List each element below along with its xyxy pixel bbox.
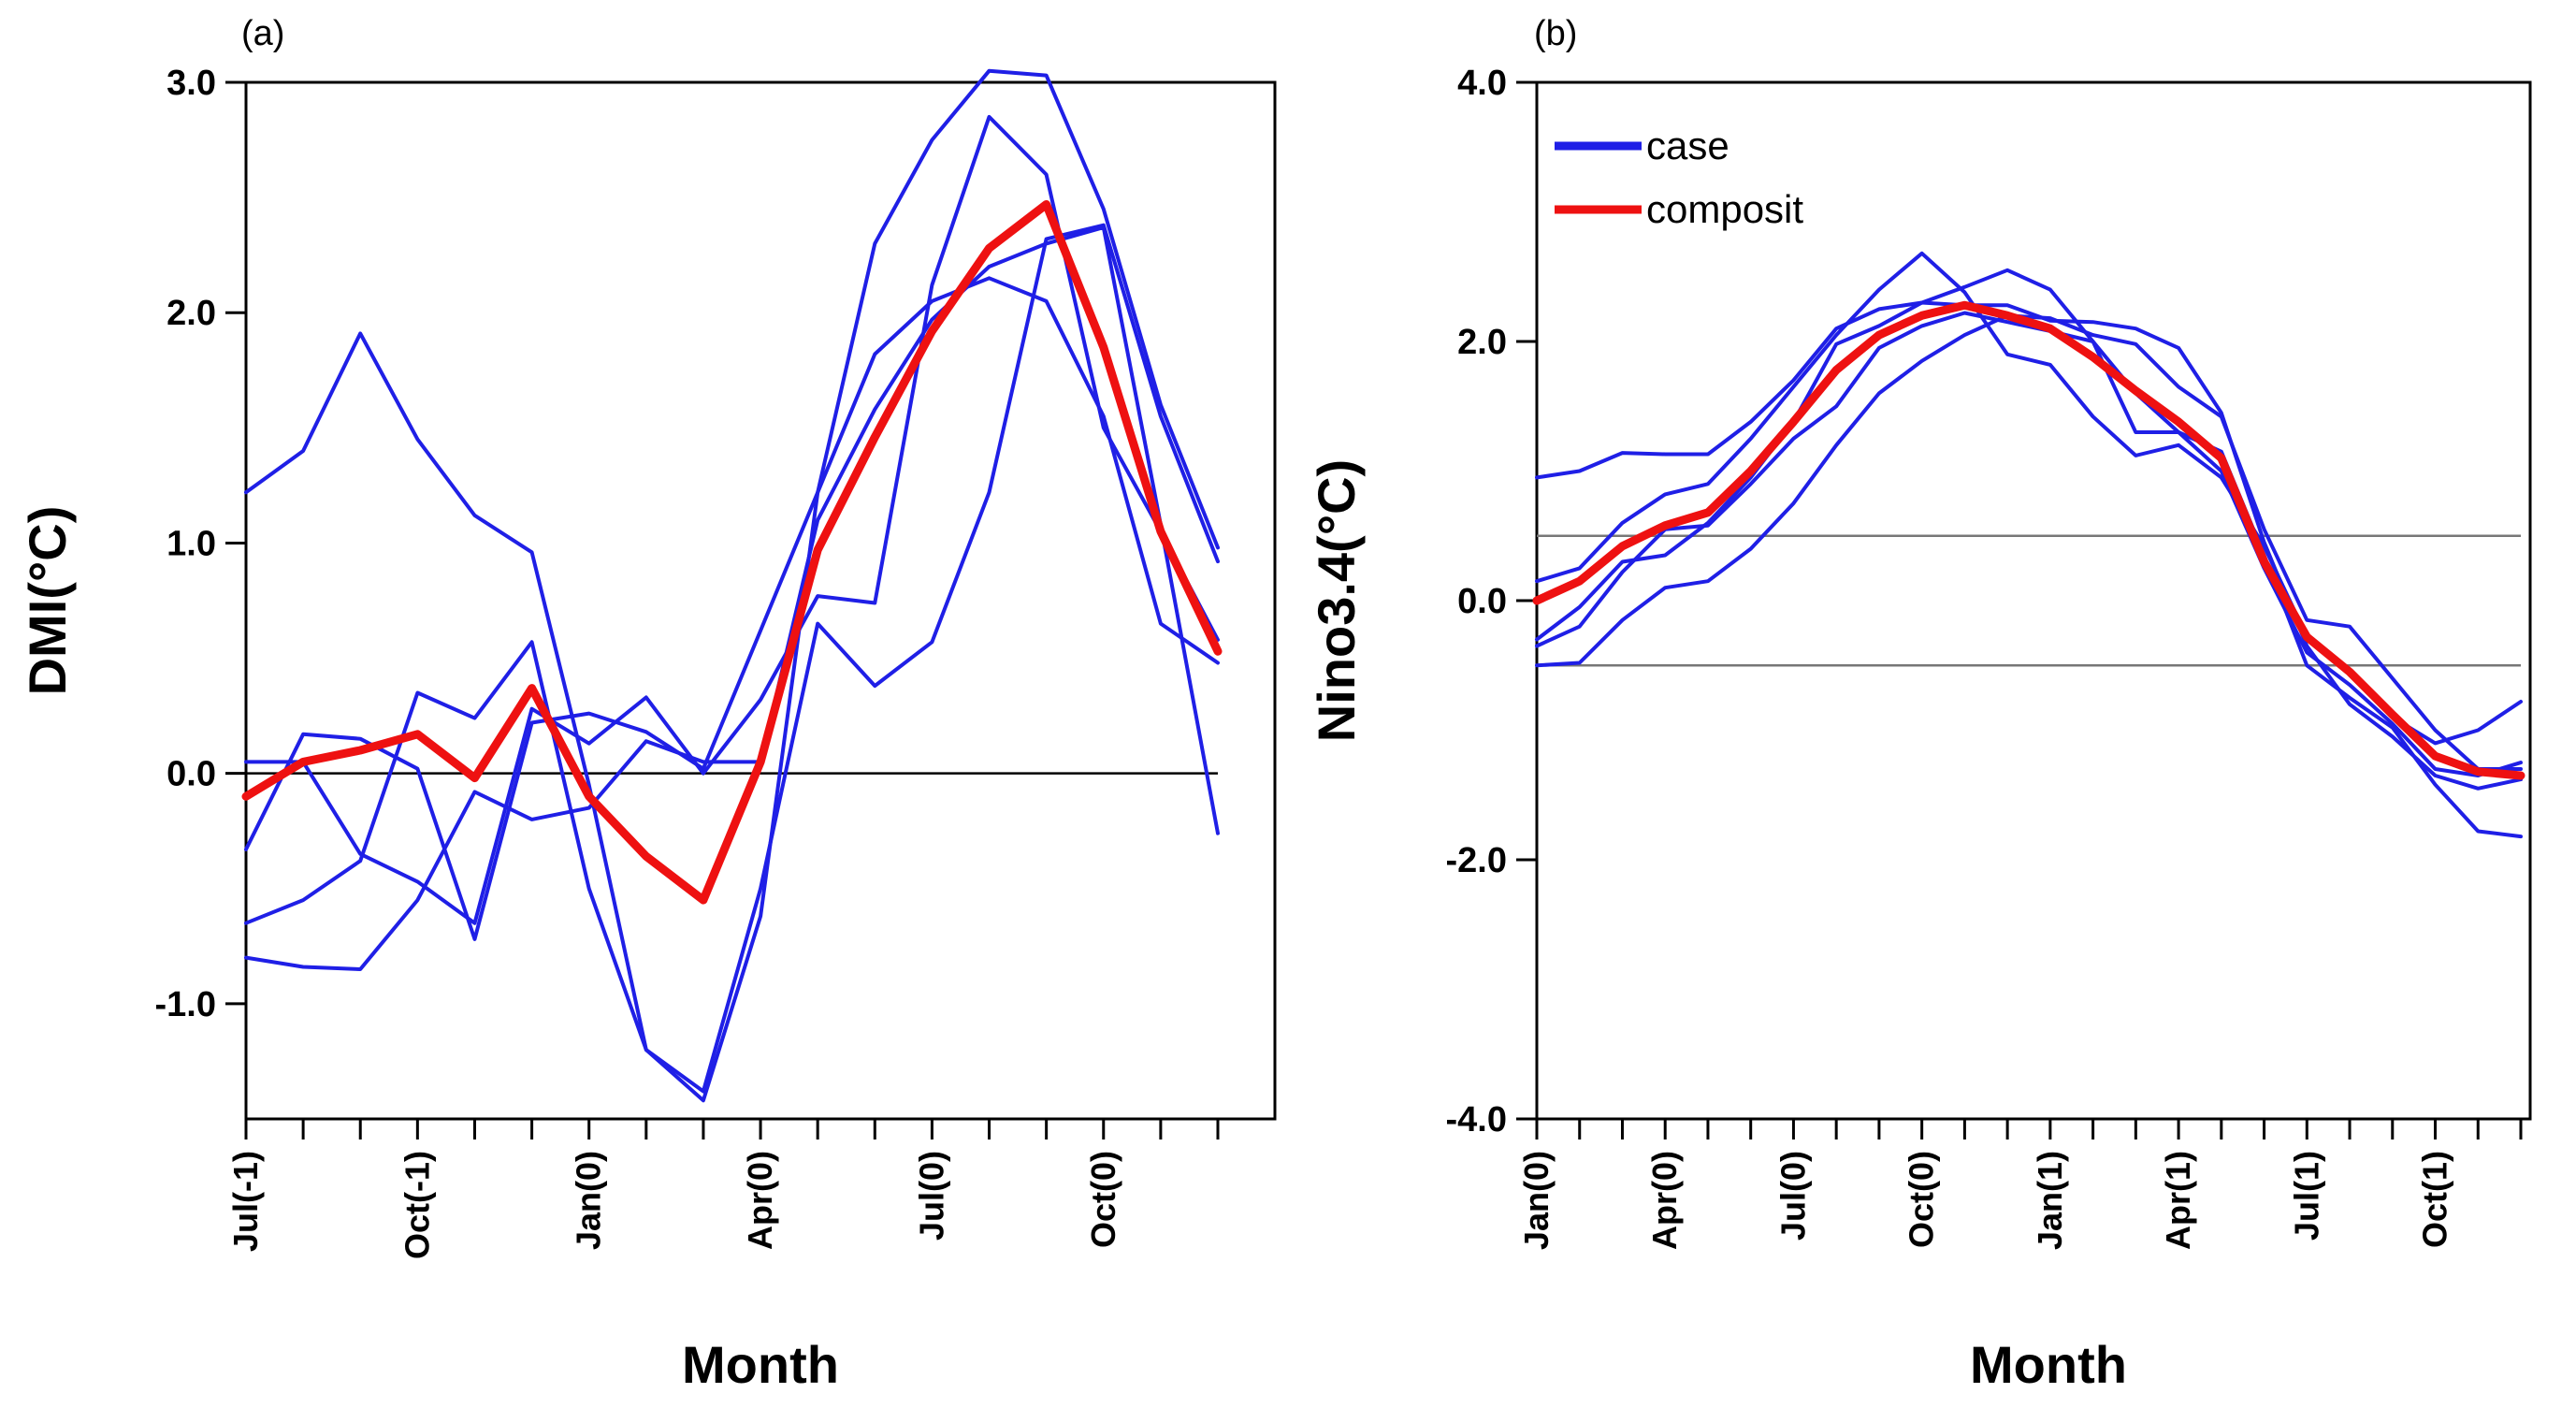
panel-b-label: (b) [1534,14,1577,53]
panel-b-ylabel: Nino3.4(°C) [1307,459,1366,742]
panel-a-ytick-label: 2.0 [166,294,216,333]
panel-b-xtick-label: Oct(1) [2416,1151,2454,1248]
legend: case composit [1555,123,1803,231]
panel-b-x-axis: Jan(0) Apr(0) Jul(0) Oct(0) Jan(1) Apr(1) Jul(… [1517,1119,2523,1250]
panel-b-case-line-4 [1535,313,2523,771]
panel-b-case-line-3 [1535,268,2523,777]
legend-composit-label: composit [1646,187,1803,231]
panel-b-composite-line [1532,300,2525,780]
panel-b-series-group [1532,251,2525,839]
panel-a-label: (a) [241,14,284,53]
panel-b-case-line-5 [1535,311,2523,839]
panel-a-case-line-3 [244,114,1220,925]
panel-a-xtick-label: Jul(-1) [226,1151,265,1252]
panel-b-xtick-label: Jul(0) [1773,1151,1812,1241]
panel-a-xlabel: Month [682,1335,839,1394]
panel-a-ylabel: DMI(°C) [18,506,77,696]
panel-b-xtick-label: Jan(1) [2031,1151,2069,1250]
panel-b-xlabel: Month [1970,1335,2127,1394]
panel-b-xtick-label: Jan(0) [1517,1151,1556,1250]
panel-b-xtick-label: Apr(0) [1645,1151,1684,1250]
panel-a-xtick-label: Oct(0) [1084,1151,1122,1248]
panel-b-ytick-label: 4.0 [1457,64,1507,103]
panel-b-xtick-label: Apr(1) [2159,1151,2197,1250]
panel-a-x-axis: Jul(-1) Oct(-1) Jan(0) Apr(0) Jul(0) Oct(0) [226,1119,1220,1259]
panel-b: (b) Nino3.4(°C) Month -4.0-2.00.02.04.0 … [1307,14,2532,1394]
panel-a-ytick-label: 0.0 [166,755,216,794]
panel-b-xtick-label: Jul(1) [2287,1151,2325,1241]
panel-a-xtick-label: Jul(0) [912,1151,950,1241]
panel-a-xtick-label: Oct(-1) [398,1151,436,1259]
panel-a-case-line-5 [244,225,1220,971]
panel-b-case-line-1 [1535,300,2523,791]
panel-b-plot-frame [1535,80,2532,1121]
panel-b-y-axis: -4.0 -2.0 0.0 2.0 4.0 [1446,64,1537,1139]
panel-a-ytick-label: 3.0 [166,64,216,103]
panel-b-xtick-label: Oct(0) [1903,1151,1941,1248]
panel-b-ytick-label: -2.0 [1446,841,1507,880]
panel-a-case-line-4 [244,68,1220,1103]
panel-b-ytick-label: -4.0 [1446,1100,1507,1139]
panel-a-plot-frame [244,80,1277,1121]
panel-b-ytick-label: 2.0 [1457,323,1507,362]
legend-case-label: case [1646,123,1729,167]
panel-b-ytick-label: 0.0 [1457,582,1507,621]
panel-a: (a) DMI(°C) Month -1.0 0.0 1.0 2.0 3.0 Jul(-… [18,14,1277,1394]
panel-a-xtick-label: Jan(0) [570,1151,608,1250]
panel-a-xtick-label: Apr(0) [741,1151,779,1250]
panel-a-composite-line [241,200,1223,905]
panel-a-ytick-label: -1.0 [155,985,216,1024]
panel-a-y-axis: -1.0 0.0 1.0 2.0 3.0 [155,64,246,1024]
panel-a-case-line-2 [244,276,1220,941]
panel-a-series-group [241,68,1223,1103]
panel-a-ytick-label: 1.0 [166,524,216,563]
panel-b-reference-lines [1537,534,2521,667]
